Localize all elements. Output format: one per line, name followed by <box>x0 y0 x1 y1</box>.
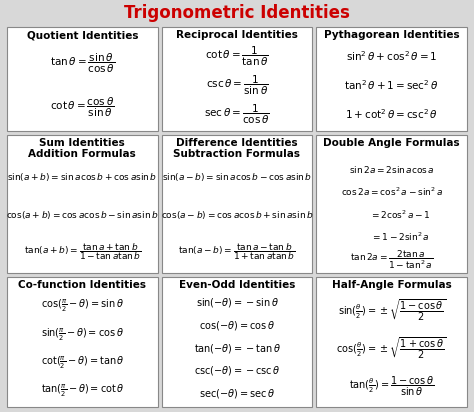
Text: $\tan(a+b) = \dfrac{\tan a + \tan b}{1 - \tan a\tan b}$: $\tan(a+b) = \dfrac{\tan a + \tan b}{1 -… <box>24 241 141 262</box>
Text: $\tan^2\theta + 1 = \sec^2\theta$: $\tan^2\theta + 1 = \sec^2\theta$ <box>345 78 439 92</box>
FancyBboxPatch shape <box>7 276 158 407</box>
Text: $\quad\quad = 1 - 2\sin^2 a$: $\quad\quad = 1 - 2\sin^2 a$ <box>353 231 430 243</box>
Text: $\cos 2a = \cos^2 a - \sin^2 a$: $\cos 2a = \cos^2 a - \sin^2 a$ <box>341 186 443 198</box>
Text: $\csc\theta = \dfrac{1}{\sin\theta}$: $\csc\theta = \dfrac{1}{\sin\theta}$ <box>206 74 268 97</box>
Text: $\sin(a-b) = \sin a\cos b - \cos a\sin b$: $\sin(a-b) = \sin a\cos b - \cos a\sin b… <box>162 171 312 183</box>
Text: Sum Identities
Addition Formulas: Sum Identities Addition Formulas <box>28 138 136 159</box>
Text: $\sin(\frac{\theta}{2}) = \pm\sqrt{\dfrac{1-\cos\theta}{2}}$: $\sin(\frac{\theta}{2}) = \pm\sqrt{\dfra… <box>337 297 446 323</box>
Text: Quotient Identities: Quotient Identities <box>27 30 138 40</box>
FancyBboxPatch shape <box>162 276 312 407</box>
Text: $\cot(\frac{\pi}{2} - \theta) = \tan\theta$: $\cot(\frac{\pi}{2} - \theta) = \tan\the… <box>41 354 124 371</box>
FancyBboxPatch shape <box>316 276 467 407</box>
FancyBboxPatch shape <box>162 27 312 131</box>
FancyBboxPatch shape <box>7 27 158 131</box>
Text: $1 + \cot^2\theta = \csc^2\theta$: $1 + \cot^2\theta = \csc^2\theta$ <box>345 107 438 121</box>
Text: $\cos(a+b) = \cos a\cos b - \sin a\sin b$: $\cos(a+b) = \cos a\cos b - \sin a\sin b… <box>6 208 159 220</box>
Text: Trigonometric Identities: Trigonometric Identities <box>124 4 350 22</box>
FancyBboxPatch shape <box>316 27 467 131</box>
Text: $\tan(\frac{\pi}{2} - \theta) = \cot\theta$: $\tan(\frac{\pi}{2} - \theta) = \cot\the… <box>41 382 124 399</box>
Text: $\sin(a+b) = \sin a\cos b + \cos a\sin b$: $\sin(a+b) = \sin a\cos b + \cos a\sin b… <box>7 171 157 183</box>
Text: $\cos(\frac{\theta}{2}) = \pm\sqrt{\dfrac{1+\cos\theta}{2}}$: $\cos(\frac{\theta}{2}) = \pm\sqrt{\dfra… <box>337 335 447 361</box>
Text: $\cos(a-b) = \cos a\cos b + \sin a\sin b$: $\cos(a-b) = \cos a\cos b + \sin a\sin b… <box>161 208 313 220</box>
Text: Pythagorean Identities: Pythagorean Identities <box>324 30 459 40</box>
Text: Half-Angle Formulas: Half-Angle Formulas <box>332 280 452 290</box>
Text: $\tan 2a = \dfrac{2\tan a}{1 - \tan^2 a}$: $\tan 2a = \dfrac{2\tan a}{1 - \tan^2 a}… <box>350 248 433 271</box>
Text: $\quad\quad = 2\cos^2 a - 1$: $\quad\quad = 2\cos^2 a - 1$ <box>352 208 431 221</box>
Text: $\csc(-\theta) = -\csc\theta$: $\csc(-\theta) = -\csc\theta$ <box>194 365 280 377</box>
Text: $\tan(\frac{\theta}{2}) = \dfrac{1-\cos\theta}{\sin\theta}$: $\tan(\frac{\theta}{2}) = \dfrac{1-\cos\… <box>349 375 434 398</box>
Text: $\sec\theta = \dfrac{1}{\cos\theta}$: $\sec\theta = \dfrac{1}{\cos\theta}$ <box>204 103 270 126</box>
Text: Difference Identities
Subtraction Formulas: Difference Identities Subtraction Formul… <box>173 138 301 159</box>
FancyBboxPatch shape <box>162 135 312 273</box>
Text: Reciprocal Identities: Reciprocal Identities <box>176 30 298 40</box>
Text: $\sec(-\theta) = \sec\theta$: $\sec(-\theta) = \sec\theta$ <box>199 387 275 400</box>
Text: $\cos(-\theta) = \cos\theta$: $\cos(-\theta) = \cos\theta$ <box>199 319 275 332</box>
Text: $\tan\theta = \dfrac{\sin\theta}{\cos\theta}$: $\tan\theta = \dfrac{\sin\theta}{\cos\th… <box>50 52 115 75</box>
Text: $\sin(-\theta) = -\sin\theta$: $\sin(-\theta) = -\sin\theta$ <box>195 297 279 309</box>
Text: $\sin(\frac{\pi}{2} - \theta) = \cos\theta$: $\sin(\frac{\pi}{2} - \theta) = \cos\the… <box>41 326 124 342</box>
Text: $\cot\theta = \dfrac{\cos\theta}{\sin\theta}$: $\cot\theta = \dfrac{\cos\theta}{\sin\th… <box>50 95 115 119</box>
Text: $\tan(-\theta) = -\tan\theta$: $\tan(-\theta) = -\tan\theta$ <box>193 342 281 355</box>
Text: Double Angle Formulas: Double Angle Formulas <box>323 138 460 147</box>
Text: $\sin^2\theta + \cos^2\theta = 1$: $\sin^2\theta + \cos^2\theta = 1$ <box>346 49 438 63</box>
Text: $\tan(a-b) = \dfrac{\tan a - \tan b}{1 + \tan a\tan b}$: $\tan(a-b) = \dfrac{\tan a - \tan b}{1 +… <box>178 241 296 262</box>
Text: $\sin 2a = 2\sin a\cos a$: $\sin 2a = 2\sin a\cos a$ <box>349 164 435 175</box>
FancyBboxPatch shape <box>316 135 467 273</box>
Text: $\cot\theta = \dfrac{1}{\tan\theta}$: $\cot\theta = \dfrac{1}{\tan\theta}$ <box>205 45 269 68</box>
FancyBboxPatch shape <box>7 135 158 273</box>
Text: $\cos(\frac{\pi}{2} - \theta) = \sin\theta$: $\cos(\frac{\pi}{2} - \theta) = \sin\the… <box>41 297 124 314</box>
Text: Co-function Identities: Co-function Identities <box>18 280 146 290</box>
Text: Even-Odd Identities: Even-Odd Identities <box>179 280 295 290</box>
